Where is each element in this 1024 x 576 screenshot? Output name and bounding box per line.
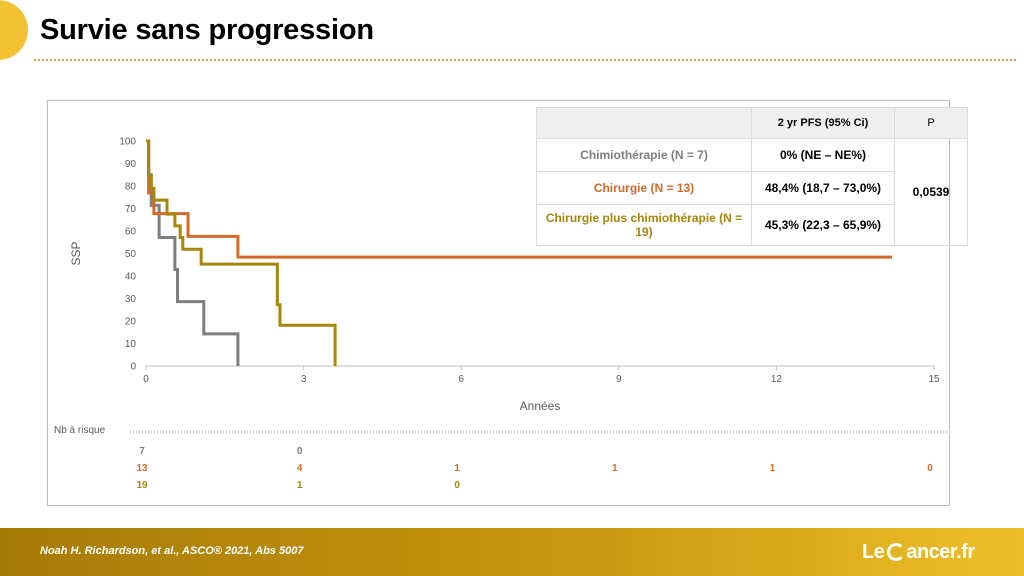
km-curve-series-0 bbox=[146, 139, 240, 366]
at-risk-count: 0 bbox=[297, 446, 303, 457]
pfs-value-chirurgie-chimio: 45,3% (22,3 – 65,9%) bbox=[751, 204, 895, 246]
corner-accent-disc bbox=[0, 0, 28, 60]
y-tick-label: 60 bbox=[125, 227, 137, 238]
at-risk-count: 19 bbox=[136, 480, 148, 491]
axes-layer: 0 3 6 9 12 15 0 10 20 30 40 50 60 70 80 90 100 Années SSP bbox=[69, 137, 940, 414]
site-logo: Le ancer.fr bbox=[862, 541, 975, 564]
km-chart: 0 3 6 9 12 150102030405060708090100AnnéesSSP … bbox=[54, 137, 949, 491]
curves-layer bbox=[146, 139, 892, 366]
arm-label-chirurgie: Chirurgie (N = 13) bbox=[536, 171, 752, 205]
at-risk-count: 13 bbox=[136, 463, 148, 474]
pfs-value-chirurgie: 48,4% (18,7 – 73,0%) bbox=[751, 171, 895, 205]
pfs-table-header-pfs: 2 yr PFS (95% Ci) bbox=[751, 107, 895, 139]
y-tick-label: 0 bbox=[130, 362, 136, 373]
at-risk-count: 0 bbox=[454, 480, 460, 491]
y-tick-label: 90 bbox=[125, 159, 137, 170]
pfs-value-chimiotherapie: 0% (NE – NE%) bbox=[751, 138, 895, 172]
logo-suffix: ancer.fr bbox=[906, 541, 975, 563]
pfs-table-row: Chirurgie plus chimiothérapie (N = 19) 4… bbox=[536, 204, 968, 246]
at-risk-count: 1 bbox=[297, 480, 303, 491]
x-tick-label: 0 bbox=[143, 374, 149, 385]
y-axis-label: SSP bbox=[69, 241, 83, 265]
arm-label-chimiotherapie: Chimiothérapie (N = 7) bbox=[536, 138, 752, 172]
y-tick-label: 20 bbox=[125, 317, 137, 328]
citation: Noah H. Richardson, et al., ASCO® 2021, … bbox=[40, 545, 304, 557]
at-risk-count: 1 bbox=[612, 463, 618, 474]
at-risk-label: Nb à risque bbox=[54, 425, 106, 436]
y-tick-label: 40 bbox=[125, 272, 137, 283]
at-risk-count: 1 bbox=[454, 463, 460, 474]
pfs-table-row: Chirurgie (N = 13) 48,4% (18,7 – 73,0%) bbox=[536, 171, 968, 205]
footer-band bbox=[0, 528, 1024, 576]
x-axis-label: Années bbox=[520, 399, 561, 413]
km-curve-series-2 bbox=[146, 139, 337, 366]
at-risk-count: 1 bbox=[770, 463, 776, 474]
at-risk-count: 7 bbox=[139, 446, 145, 457]
logo-c-icon bbox=[887, 543, 906, 561]
p-value: 0,0539 bbox=[894, 138, 968, 246]
at-risk-count: 4 bbox=[297, 463, 303, 474]
pfs-table-row: Chimiothérapie (N = 7) 0% (NE – NE%) 0,0… bbox=[536, 138, 968, 246]
y-tick-label: 30 bbox=[125, 294, 137, 305]
at-risk-count: 0 bbox=[927, 463, 933, 474]
pfs-table-header-p: P bbox=[894, 107, 968, 139]
x-tick-label: 12 bbox=[771, 374, 783, 385]
y-tick-label: 100 bbox=[119, 137, 136, 148]
x-tick-label: 15 bbox=[928, 374, 940, 385]
x-tick-label: 9 bbox=[616, 374, 622, 385]
y-tick-label: 80 bbox=[125, 182, 137, 193]
slide-title: Survie sans progression bbox=[40, 14, 374, 46]
pfs-table-header-row: 2 yr PFS (95% Ci) P bbox=[536, 107, 968, 139]
pfs-table: 2 yr PFS (95% Ci) P Chimiothérapie (N = … bbox=[536, 107, 968, 246]
logo-prefix: Le bbox=[862, 541, 885, 563]
y-tick-label: 10 bbox=[125, 339, 137, 350]
y-tick-label: 50 bbox=[125, 249, 137, 260]
y-tick-label: 70 bbox=[125, 204, 137, 215]
pfs-table-header-arm bbox=[536, 107, 752, 139]
arm-label-chirurgie-chimio: Chirurgie plus chimiothérapie (N = 19) bbox=[536, 204, 752, 246]
title-divider bbox=[34, 59, 1016, 61]
x-tick-label: 3 bbox=[301, 374, 307, 385]
x-tick-label: 6 bbox=[458, 374, 464, 385]
